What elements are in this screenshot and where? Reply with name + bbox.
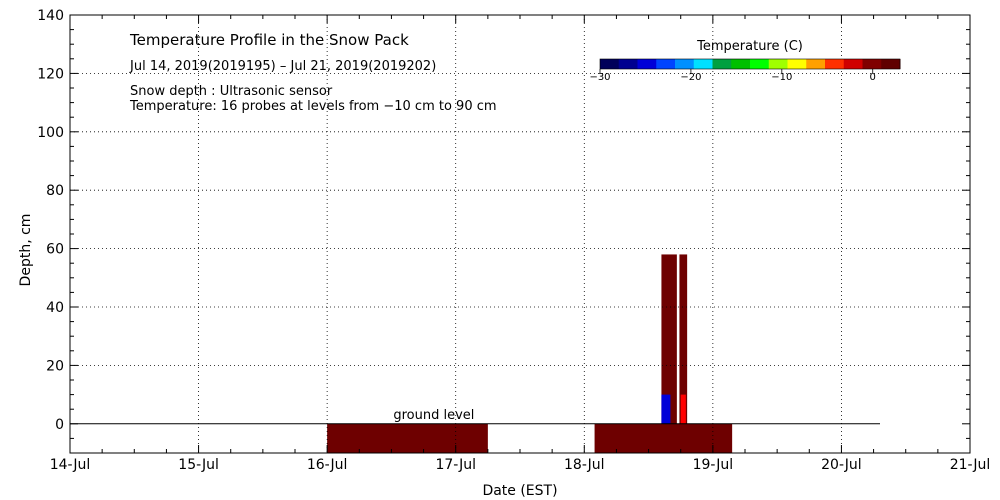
colorbar-cell: [656, 59, 676, 69]
x-tick-label: 16-Jul: [307, 457, 348, 473]
colorbar-cell: [600, 59, 620, 69]
colorbar-cell: [787, 59, 807, 69]
x-tick-label: 19-Jul: [693, 457, 734, 473]
temperature-region-cold: [661, 394, 671, 424]
colorbar-tick-labels: −30 −20 −10 0: [589, 69, 876, 83]
colorbar-tick-label: −20: [680, 72, 701, 83]
chart-title: Temperature Profile in the Snow Pack: [129, 31, 409, 49]
x-axis-title: Date (EST): [482, 483, 557, 499]
y-axis-title: Depth, cm: [18, 214, 34, 287]
x-tick-label: 18-Jul: [564, 457, 605, 473]
temperature-region-warm: [594, 423, 733, 453]
colorbar-cell: [712, 59, 732, 69]
ground-level-label: ground level: [393, 408, 474, 423]
x-tick-label: 17-Jul: [435, 457, 476, 473]
colorbar-cell: [637, 59, 657, 69]
temperature-region-warm: [679, 254, 688, 424]
colorbar: Temperature (C) −30 −20 −10 0: [589, 39, 901, 83]
y-tick-label: 100: [37, 125, 64, 141]
colorbar-cells: [599, 58, 901, 70]
colorbar-tick-label: −10: [771, 72, 792, 83]
grid-lines: [70, 15, 970, 453]
y-tick-label: 60: [46, 242, 64, 258]
colorbar-cell: [881, 59, 901, 69]
colorbar-cell: [862, 59, 882, 69]
x-tick-label: 14-Jul: [50, 457, 91, 473]
axis-ticks: [69, 14, 971, 454]
y-tick-label: 0: [55, 417, 64, 433]
y-tick-labels: 0 20 40 60 80 100 120 140: [37, 8, 64, 433]
chart-subtitle: Jul 14, 2019(2019195) – Jul 21, 2019(201…: [129, 59, 436, 74]
colorbar-cell: [618, 59, 638, 69]
colorbar-cell: [675, 59, 695, 69]
x-tick-labels: 14-Jul 15-Jul 16-Jul 17-Jul 18-Jul 19-Jul 20-J…: [50, 457, 991, 473]
x-tick-label: 21-Jul: [950, 457, 991, 473]
colorbar-cell: [731, 59, 751, 69]
y-tick-label: 80: [46, 183, 64, 199]
colorbar-cell: [806, 59, 826, 69]
note-snow-depth: Snow depth : Ultrasonic sensor: [130, 84, 333, 99]
colorbar-tick-label: −30: [589, 72, 610, 83]
temperature-regions: [327, 254, 733, 453]
colorbar-cell: [750, 59, 770, 69]
note-temperature: Temperature: 16 probes at levels from −1…: [129, 99, 497, 114]
temperature-region-hot: [680, 394, 686, 424]
colorbar-title: Temperature (C): [696, 39, 803, 54]
y-tick-label: 20: [46, 358, 64, 374]
x-tick-label: 15-Jul: [178, 457, 219, 473]
y-tick-label: 140: [37, 8, 64, 24]
y-tick-label: 120: [37, 66, 64, 82]
temperature-region-warm: [327, 423, 488, 453]
colorbar-cell: [843, 59, 863, 69]
temperature-region-warm: [661, 254, 677, 424]
colorbar-cell: [768, 59, 788, 69]
y-tick-label: 40: [46, 300, 64, 316]
x-tick-label: 20-Jul: [821, 457, 862, 473]
colorbar-frame: [599, 58, 901, 70]
colorbar-tick-label: 0: [870, 72, 876, 83]
plot-frame: [69, 14, 971, 454]
colorbar-cell: [825, 59, 845, 69]
colorbar-cell: [693, 59, 713, 69]
